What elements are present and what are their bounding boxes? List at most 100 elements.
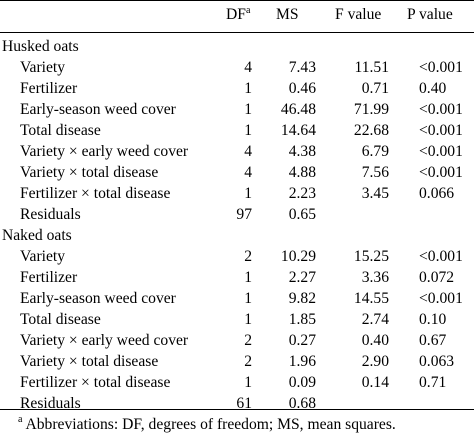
p-value-cell: <0.001 [419, 59, 463, 76]
ms-cell: 0.65 [288, 206, 316, 223]
df-cell: 4 [244, 143, 252, 160]
term-cell: Fertilizer × total disease [20, 374, 171, 391]
table-row: Early-season weed cover 1 9.82 14.55 <0.001 [0, 288, 474, 310]
table-row: Total disease 1 1.85 2.74 0.10 [0, 309, 474, 331]
header-df: DFa [226, 4, 250, 26]
term-cell: Total disease [20, 122, 101, 139]
table-row: Fertilizer × total disease 1 2.23 3.45 0.066 [0, 183, 474, 205]
section-label: Husked oats [2, 38, 79, 55]
f-value-cell: 14.55 [353, 290, 389, 307]
f-value-cell: 2.90 [361, 353, 389, 370]
p-value-cell: <0.001 [419, 248, 463, 265]
df-cell: 4 [244, 59, 252, 76]
term-cell: Variety × total disease [20, 353, 159, 370]
table-row: Fertilizer × total disease 1 0.09 0.14 0.71 [0, 372, 474, 394]
table-row: Residuals 97 0.65 [0, 204, 474, 226]
df-cell: 1 [244, 101, 252, 118]
f-value-cell: 3.45 [361, 185, 389, 202]
table-bottom-rule [0, 409, 474, 410]
footnote-marker: a [18, 414, 23, 425]
f-value-cell: 6.79 [361, 143, 389, 160]
table-top-rule [0, 0, 474, 1]
df-cell: 61 [236, 395, 252, 412]
term-cell: Fertilizer × total disease [20, 185, 171, 202]
term-cell: Variety × early weed cover [20, 143, 189, 160]
term-cell: Total disease [20, 311, 101, 328]
p-value-cell: 0.072 [419, 269, 455, 286]
ms-cell: 1.85 [288, 311, 316, 328]
term-cell: Variety × early weed cover [20, 332, 189, 349]
ms-cell: 46.48 [280, 101, 316, 118]
ms-cell: 7.43 [288, 59, 316, 76]
ms-cell: 9.82 [288, 290, 316, 307]
table-row: Residuals 61 0.68 [0, 393, 474, 415]
f-value-cell: 22.68 [353, 122, 389, 139]
df-cell: 97 [236, 206, 252, 223]
f-value-cell: 11.51 [354, 59, 389, 76]
header-f-value: F value [335, 6, 382, 23]
header-df-label: DF [226, 6, 246, 23]
p-value-cell: <0.001 [419, 143, 463, 160]
table-row: Variety 2 10.29 15.25 <0.001 [0, 246, 474, 268]
ms-cell: 2.23 [288, 185, 316, 202]
term-cell: Residuals [20, 395, 81, 412]
header-p-value: P value [407, 6, 453, 23]
ms-cell: 10.29 [280, 248, 316, 265]
p-value-cell: 0.066 [419, 185, 455, 202]
term-cell: Variety × total disease [20, 164, 159, 181]
term-cell: Variety [20, 59, 66, 76]
term-cell: Early-season weed cover [20, 101, 176, 118]
table-row: Variety × early weed cover 4 4.38 6.79 <0.00… [0, 141, 474, 163]
header-ms: MS [276, 6, 299, 23]
table-header-rule [0, 32, 474, 33]
term-cell: Residuals [20, 206, 81, 223]
table-row: Variety × total disease 2 1.96 2.90 0.063 [0, 351, 474, 373]
f-value-cell: 15.25 [353, 248, 389, 265]
ms-cell: 0.09 [288, 374, 316, 391]
ms-cell: 0.68 [288, 395, 316, 412]
p-value-cell: 0.063 [419, 353, 455, 370]
term-cell: Early-season weed cover [20, 290, 176, 307]
df-cell: 2 [244, 248, 252, 265]
term-cell: Fertilizer [20, 80, 78, 97]
f-value-cell: 0.40 [361, 332, 389, 349]
df-cell: 2 [244, 332, 252, 349]
ms-cell: 0.46 [288, 80, 316, 97]
f-value-cell: 2.74 [361, 311, 389, 328]
p-value-cell: <0.001 [419, 290, 463, 307]
section-header-row: Husked oats [0, 36, 474, 58]
p-value-cell: 0.10 [419, 311, 447, 328]
ms-cell: 1.96 [288, 353, 316, 370]
p-value-cell: <0.001 [419, 101, 463, 118]
ms-cell: 0.27 [288, 332, 316, 349]
header-df-footnote-marker: a [245, 5, 251, 16]
df-cell: 1 [244, 290, 252, 307]
df-cell: 1 [244, 185, 252, 202]
df-cell: 1 [244, 311, 252, 328]
p-value-cell: <0.001 [419, 164, 463, 181]
f-value-cell: 71.99 [353, 101, 389, 118]
ms-cell: 4.38 [288, 143, 316, 160]
ms-cell: 14.64 [280, 122, 316, 139]
f-value-cell: 3.36 [361, 269, 389, 286]
term-cell: Variety [20, 248, 66, 265]
p-value-cell: 0.71 [419, 374, 447, 391]
table-row: Total disease 1 14.64 22.68 <0.001 [0, 120, 474, 142]
df-cell: 1 [244, 374, 252, 391]
f-value-cell: 7.56 [361, 164, 389, 181]
section-header-row: Naked oats [0, 225, 474, 247]
table-row: Fertilizer 1 0.46 0.71 0.40 [0, 78, 474, 100]
table-row: Variety × total disease 4 4.88 7.56 <0.001 [0, 162, 474, 184]
ms-cell: 4.88 [288, 164, 316, 181]
p-value-cell: <0.001 [419, 122, 463, 139]
table-row: Variety × early weed cover 2 0.27 0.40 0.67 [0, 330, 474, 352]
table-header-row: DFa MS F value P value [0, 2, 474, 30]
table-row: Fertilizer 1 2.27 3.36 0.072 [0, 267, 474, 289]
table-row: Early-season weed cover 1 46.48 71.99 <0.001 [0, 99, 474, 121]
f-value-cell: 0.14 [361, 374, 389, 391]
table-footnote: a Abbreviations: DF, degrees of freedom;… [18, 414, 396, 436]
df-cell: 1 [244, 122, 252, 139]
f-value-cell: 0.71 [361, 80, 389, 97]
df-cell: 1 [244, 80, 252, 97]
section-label: Naked oats [2, 227, 72, 244]
